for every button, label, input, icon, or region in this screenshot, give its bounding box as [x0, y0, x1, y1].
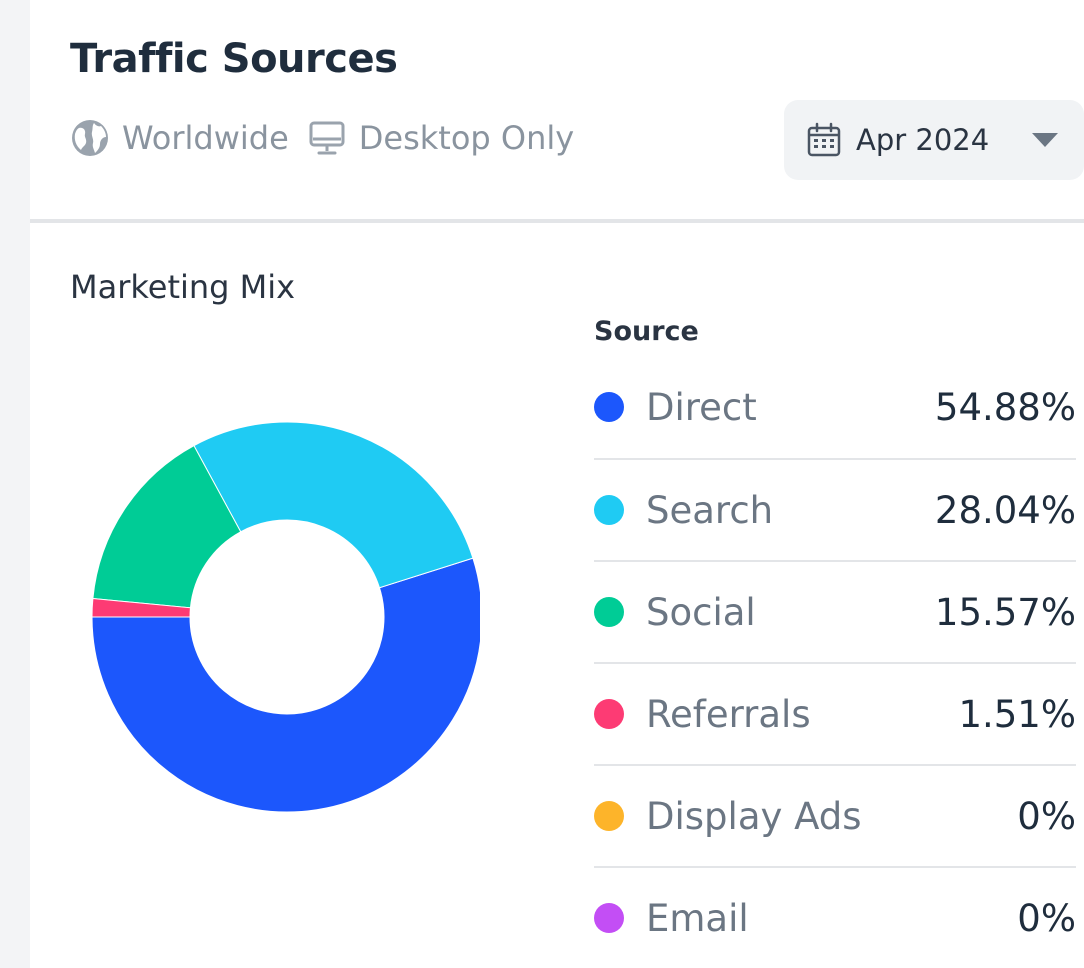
legend-dot-direct	[594, 392, 624, 422]
legend-dot-email	[594, 903, 624, 933]
date-label: Apr 2024	[856, 123, 990, 157]
legend-row-social[interactable]: Social 15.57%	[594, 560, 1076, 662]
globe-icon	[72, 120, 108, 156]
legend-dot-search	[594, 495, 624, 525]
date-picker-button[interactable]: Apr 2024	[784, 100, 1084, 180]
legend-value-social: 15.57%	[934, 590, 1076, 634]
legend-row-referrals[interactable]: Referrals 1.51%	[594, 662, 1076, 764]
legend-label-search: Search	[646, 488, 774, 532]
legend-label-referrals: Referrals	[646, 692, 811, 736]
legend-row-display-ads[interactable]: Display Ads 0%	[594, 764, 1076, 866]
slice-referrals[interactable]	[91, 597, 191, 618]
slice-social[interactable]	[92, 444, 242, 609]
calendar-icon	[807, 122, 841, 157]
header-divider	[30, 219, 1084, 223]
legend-label-email: Email	[646, 896, 749, 940]
legend-value-search: 28.04%	[934, 488, 1076, 532]
legend-value-display-ads: 0%	[1017, 794, 1076, 838]
page-title: Traffic Sources	[70, 36, 398, 82]
legend-header: Source	[594, 316, 699, 347]
traffic-sources-card: Traffic Sources Worldwide Desktop Only	[30, 0, 1084, 968]
left-rail	[0, 0, 31, 968]
slice-direct[interactable]	[91, 557, 480, 813]
legend-row-email[interactable]: Email 0%	[594, 866, 1076, 968]
slice-search[interactable]	[193, 421, 474, 589]
legend-label-direct: Direct	[646, 385, 757, 429]
donut-chart	[91, 421, 480, 813]
legend-row-direct[interactable]: Direct 54.88%	[594, 356, 1076, 458]
legend-label-display-ads: Display Ads	[646, 794, 862, 838]
legend-dot-display-ads	[594, 801, 624, 831]
legend-label-social: Social	[646, 590, 756, 634]
chevron-down-icon	[1032, 133, 1058, 147]
chart-title: Marketing Mix	[70, 268, 296, 306]
legend-dot-referrals	[594, 699, 624, 729]
legend-dot-social	[594, 597, 624, 627]
filter-summary: Worldwide Desktop Only	[70, 118, 574, 158]
monitor-icon	[309, 121, 345, 155]
legend: Source Direct 54.88% Search 28.04% Social 15.…	[594, 312, 1076, 968]
legend-row-search[interactable]: Search 28.04%	[594, 458, 1076, 560]
legend-value-referrals: 1.51%	[958, 692, 1076, 736]
legend-value-email: 0%	[1017, 896, 1076, 940]
region-label: Worldwide	[122, 119, 289, 157]
legend-value-direct: 54.88%	[934, 385, 1076, 429]
device-label: Desktop Only	[358, 119, 575, 157]
